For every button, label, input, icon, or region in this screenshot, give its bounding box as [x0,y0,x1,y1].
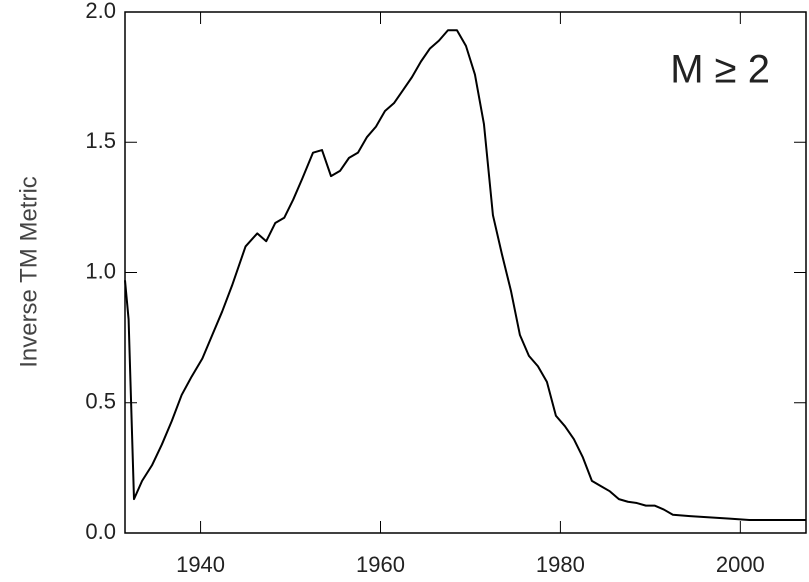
data-line [124,29,806,521]
y-tick-label: 1.0 [85,258,116,283]
y-tick-label: 1.5 [85,128,116,153]
x-tick-label: 1960 [356,552,405,577]
y-tick-label: 0.0 [85,519,116,544]
annotation: M ≥ 2 [670,48,770,92]
x-tick-label: 1980 [536,552,585,577]
x-tick-label: 2000 [716,552,765,577]
y-tick-label: 2.0 [85,0,116,23]
y-tick-label: 0.5 [85,389,116,414]
x-tick-label: 1940 [176,552,225,577]
y-axis-label: Inverse TM Metric [15,176,42,368]
